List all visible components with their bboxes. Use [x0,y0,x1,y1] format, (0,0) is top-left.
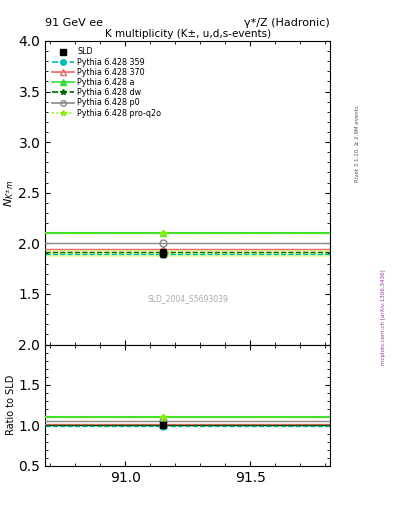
Legend: SLD, Pythia 6.428 359, Pythia 6.428 370, Pythia 6.428 a, Pythia 6.428 dw, Pythia: SLD, Pythia 6.428 359, Pythia 6.428 370,… [49,45,164,120]
Text: mcplots.cern.ch [arXiv:1306.3436]: mcplots.cern.ch [arXiv:1306.3436] [381,270,386,365]
Text: γ*/Z (Hadronic): γ*/Z (Hadronic) [244,18,330,28]
Text: SLD_2004_S5693039: SLD_2004_S5693039 [147,294,228,304]
Bar [45,424,330,427]
Text: Rivet 3.1.10, ≥ 2.9M events: Rivet 3.1.10, ≥ 2.9M events [355,105,360,182]
Y-axis label: $N_{K^{\pm}m}$: $N_{K^{\pm}m}$ [2,179,16,207]
Title: K multiplicity (K±, u,d,s-events): K multiplicity (K±, u,d,s-events) [105,29,271,39]
Bar [45,249,330,257]
Text: 91 GeV ee: 91 GeV ee [45,18,103,28]
Y-axis label: Ratio to SLD: Ratio to SLD [6,375,16,435]
